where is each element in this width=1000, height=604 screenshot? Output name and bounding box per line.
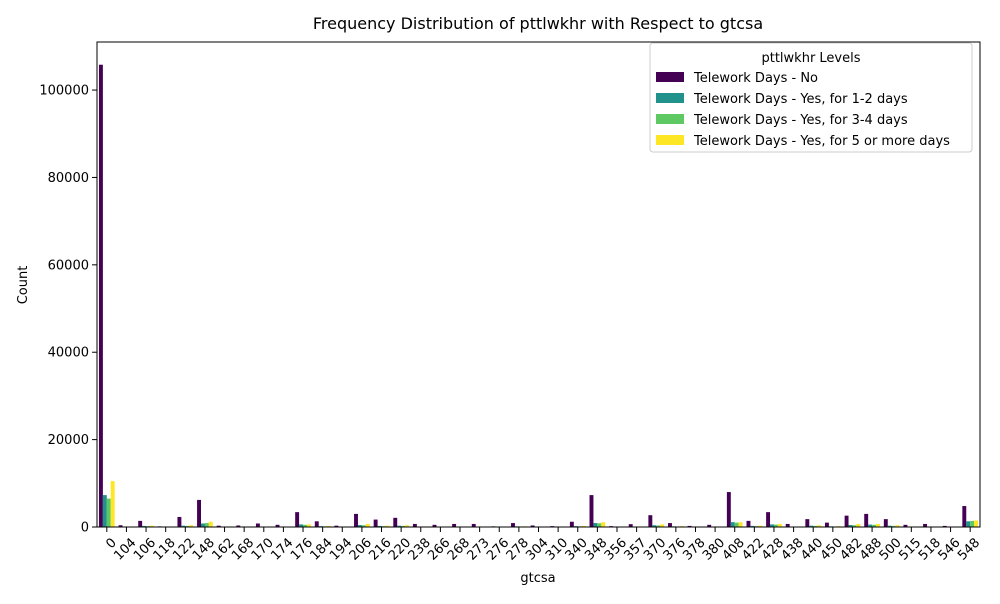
bar-376-series-0 (668, 523, 672, 527)
bar-428-series-0 (766, 512, 770, 527)
y-axis-label: Count (16, 266, 31, 305)
bar-122-series-0 (177, 517, 181, 527)
bar-408-series-0 (727, 492, 731, 527)
bar-548-series-1 (966, 521, 970, 527)
bar-0-series-0 (99, 65, 103, 527)
legend-swatch (656, 114, 684, 124)
y-tick-label: 80000 (48, 171, 89, 186)
bar-548-series-3 (974, 520, 978, 527)
bar-348-series-1 (593, 523, 597, 527)
bar-148-series-2 (205, 523, 209, 527)
bar-348-series-3 (601, 522, 605, 527)
legend-swatch (656, 135, 684, 145)
bar-548-series-0 (962, 506, 966, 527)
bar-482-series-0 (845, 516, 849, 527)
bar-548-series-2 (970, 521, 974, 527)
legend-label: Telework Days - Yes, for 3-4 days (693, 113, 908, 128)
bar-408-series-3 (739, 522, 743, 527)
x-axis-label: gtcsa (520, 571, 555, 586)
legend-title: pttlwkhr Levels (761, 51, 860, 66)
y-tick-label: 20000 (48, 433, 89, 448)
bar-0-series-3 (111, 481, 115, 527)
bar-206-series-0 (354, 514, 358, 527)
bar-176-series-0 (295, 512, 299, 527)
legend-swatch (656, 72, 684, 82)
y-tick-label: 40000 (48, 346, 89, 361)
y-tick-label: 100000 (39, 84, 89, 99)
bar-340-series-0 (570, 522, 574, 527)
bar-348-series-2 (597, 523, 601, 527)
bar-488-series-0 (864, 514, 868, 527)
bar-148-series-3 (209, 522, 213, 527)
bar-148-series-1 (201, 524, 205, 528)
legend-label: Telework Days - Yes, for 5 or more days (693, 134, 950, 149)
legend-label: Telework Days - Yes, for 1-2 days (693, 92, 908, 107)
bar-0-series-2 (107, 499, 111, 527)
bar-278-series-0 (511, 523, 515, 527)
bar-148-series-0 (197, 500, 201, 527)
bar-408-series-1 (731, 522, 735, 527)
bar-500-series-0 (884, 519, 888, 527)
bar-370-series-0 (648, 515, 652, 527)
bar-106-series-0 (138, 521, 142, 527)
bar-220-series-0 (393, 518, 397, 527)
bar-422-series-0 (747, 521, 751, 527)
chart-title: Frequency Distribution of pttlwkhr with … (313, 14, 763, 33)
bar-450-series-0 (825, 523, 829, 527)
bar-170-series-0 (256, 524, 260, 528)
bar-348-series-0 (590, 495, 594, 527)
bar-0-series-1 (103, 495, 107, 527)
bar-408-series-2 (735, 523, 739, 527)
bar-216-series-0 (374, 520, 378, 527)
y-tick-label: 60000 (48, 258, 89, 273)
legend-label: Telework Days - No (693, 71, 818, 86)
y-tick-label: 0 (81, 521, 89, 536)
legend: pttlwkhr Levels Telework Days - No Telewo… (650, 43, 972, 152)
legend-swatch (656, 93, 684, 103)
bar-440-series-0 (805, 519, 809, 527)
bar-184-series-0 (315, 521, 319, 527)
